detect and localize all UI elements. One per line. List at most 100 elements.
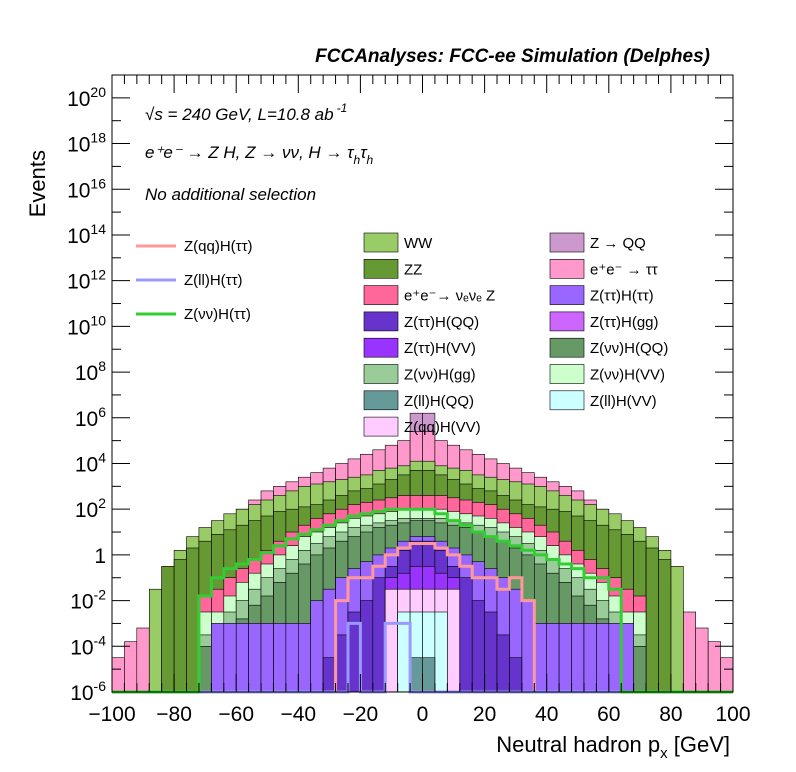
y-tick-label-12: 10-4 bbox=[70, 632, 106, 659]
legend-col2-swatch-1 bbox=[549, 258, 585, 279]
y-tick-label-6: 108 bbox=[75, 358, 106, 385]
legend-col1-swatch-5 bbox=[363, 364, 399, 384]
y-tick-label-0: 1020 bbox=[67, 84, 106, 111]
stack-bar-9-17 bbox=[322, 657, 336, 693]
legend-col2-label-4: Z(νν)H(QQ) bbox=[590, 340, 668, 357]
legend-col2-swatch-5 bbox=[549, 364, 585, 384]
stack-bar-9-18 bbox=[335, 634, 349, 693]
stack-bar-8-35 bbox=[546, 623, 560, 693]
stack-bar-11-27 bbox=[446, 588, 460, 693]
stack-bar-3-4 bbox=[161, 565, 175, 693]
legend-col2-label-6: Z(ll)H(VV) bbox=[590, 393, 657, 410]
x-tick-label-4: −20 bbox=[343, 703, 379, 726]
y-tick-label-5: 1010 bbox=[67, 312, 106, 339]
stack-bar-9-28 bbox=[459, 577, 473, 693]
stack-bar-2-3 bbox=[149, 588, 163, 693]
legend-col1-swatch-0 bbox=[363, 232, 399, 253]
legend-col2-swatch-3 bbox=[549, 311, 585, 332]
stack-bar-1-46 bbox=[682, 611, 696, 693]
legend-signal-label-0: Z(qq)H(ττ) bbox=[184, 238, 253, 255]
stack-bar-13-24 bbox=[409, 657, 423, 693]
stack-bar-8-36 bbox=[558, 623, 572, 693]
stack-bar-1-1 bbox=[124, 641, 138, 693]
legend-col1-label-7: Z(qq)H(VV) bbox=[404, 419, 481, 436]
stack-bar-9-29 bbox=[471, 600, 485, 693]
stack-bar-7-42 bbox=[633, 645, 647, 693]
legend-col1-swatch-1 bbox=[363, 258, 399, 279]
legend-col2-swatch-0 bbox=[549, 232, 585, 253]
x-tick-label-5: 0 bbox=[417, 703, 429, 726]
x-tick-label-9: 80 bbox=[659, 703, 682, 726]
x-tick-label-3: −40 bbox=[280, 703, 316, 726]
x-tick-label-1: −80 bbox=[156, 703, 192, 726]
x-tick-label-6: 20 bbox=[473, 703, 496, 726]
stack-bar-8-11 bbox=[248, 623, 262, 693]
stack-bar-8-39 bbox=[596, 623, 610, 693]
legend-col1-label-5: Z(νν)H(gg) bbox=[404, 367, 476, 384]
legend-col1-label-4: Z(ττ)H(VV) bbox=[404, 340, 476, 357]
stack-bar-9-31 bbox=[496, 634, 510, 693]
legend-col1-swatch-6 bbox=[363, 390, 399, 411]
stack-bar-2-45 bbox=[670, 565, 684, 693]
legend: Z(qq)H(ττ) Z(ll)H(ττ) Z(νν)H(ττ) WW ZZ e⁺e⁻→ … bbox=[136, 232, 668, 437]
y-tick-label-13: 10-6 bbox=[70, 678, 106, 705]
stack-layer bbox=[111, 412, 734, 693]
stack-bar-13-25 bbox=[422, 657, 436, 693]
legend-col2-swatch-4 bbox=[549, 337, 585, 358]
stack-bar-8-13 bbox=[273, 623, 287, 693]
stack-bar-1-0 bbox=[111, 657, 125, 693]
x-tick-label-7: 40 bbox=[535, 703, 558, 726]
x-tick-label-0: −100 bbox=[88, 703, 135, 726]
stack-bar-3-6 bbox=[186, 547, 200, 693]
y-tick-label-1: 1018 bbox=[67, 130, 106, 157]
legend-col1-swatch-4 bbox=[363, 337, 399, 358]
legend-col2-label-5: Z(νν)H(VV) bbox=[590, 367, 665, 384]
legend-col1-swatch-2 bbox=[363, 285, 399, 305]
legend-col2-label-0: Z → QQ bbox=[590, 235, 646, 252]
stack-bar-3-5 bbox=[173, 559, 187, 693]
y-tick-label-2: 1016 bbox=[67, 175, 106, 202]
stack-bar-8-14 bbox=[285, 623, 299, 693]
stack-bar-8-16 bbox=[310, 600, 324, 693]
legend-col1-label-3: Z(ττ)H(QQ) bbox=[404, 314, 479, 331]
stack-bar-8-41 bbox=[620, 623, 634, 693]
y-tick-label-11: 10-2 bbox=[70, 587, 106, 614]
stack-bar-3-43 bbox=[645, 547, 659, 693]
stack-bar-8-8 bbox=[211, 623, 225, 693]
x-axis: −100 −80 −60 −40 −20 0 20 40 60 80 100 bbox=[88, 75, 751, 726]
stack-bar-8-38 bbox=[583, 623, 597, 693]
stack-bar-11-22 bbox=[384, 588, 398, 693]
stack-bar-8-9 bbox=[223, 623, 237, 693]
stack-bar-12-26 bbox=[434, 611, 448, 693]
x-tick-label-10: 100 bbox=[715, 703, 750, 726]
legend-col1-swatch-7 bbox=[363, 416, 399, 437]
stack-bar-1-47 bbox=[695, 627, 709, 693]
stack-bar-3-44 bbox=[658, 559, 672, 693]
stack-bar-8-33 bbox=[521, 600, 535, 693]
stack-bar-1-48 bbox=[707, 641, 721, 693]
legend-col2-label-2: Z(ττ)H(ττ) bbox=[590, 288, 654, 305]
x-tick-label-8: 60 bbox=[597, 703, 620, 726]
stack-bar-8-37 bbox=[571, 623, 585, 693]
y-tick-label-8: 104 bbox=[75, 449, 106, 476]
process-annotation: e⁺e⁻ → Z H, Z → νν, H → τhτh bbox=[145, 143, 374, 167]
y-tick-label-9: 102 bbox=[75, 495, 106, 522]
stack-bar-8-34 bbox=[533, 623, 547, 693]
legend-col2-swatch-6 bbox=[549, 390, 585, 411]
legend-signal-label-2: Z(νν)H(ττ) bbox=[184, 306, 251, 323]
signal-line-2 bbox=[112, 507, 733, 694]
stack-bar-9-30 bbox=[484, 611, 498, 693]
x-axis-label: Neutral hadron px [GeV] bbox=[496, 732, 730, 762]
y-axis: 1020 1018 1016 1014 1012 1010 108 106 104 102 1 10-… bbox=[67, 74, 733, 705]
stack-bar-8-12 bbox=[260, 623, 274, 693]
chart-title: FCCAnalyses: FCC-ee Simulation (Delphes) bbox=[315, 46, 710, 67]
stack-bar-9-21 bbox=[372, 577, 386, 693]
y-tick-label-4: 1012 bbox=[67, 267, 106, 294]
legend-col1-label-0: WW bbox=[404, 235, 433, 252]
legend-col2-swatch-2 bbox=[549, 285, 585, 305]
stack-bar-8-10 bbox=[235, 623, 249, 693]
legend-col1-label-6: Z(ll)H(QQ) bbox=[404, 393, 474, 410]
legend-col1-label-2: e⁺e⁻→ νₑνₑ Z bbox=[404, 288, 495, 305]
legend-col1-swatch-3 bbox=[363, 311, 399, 332]
